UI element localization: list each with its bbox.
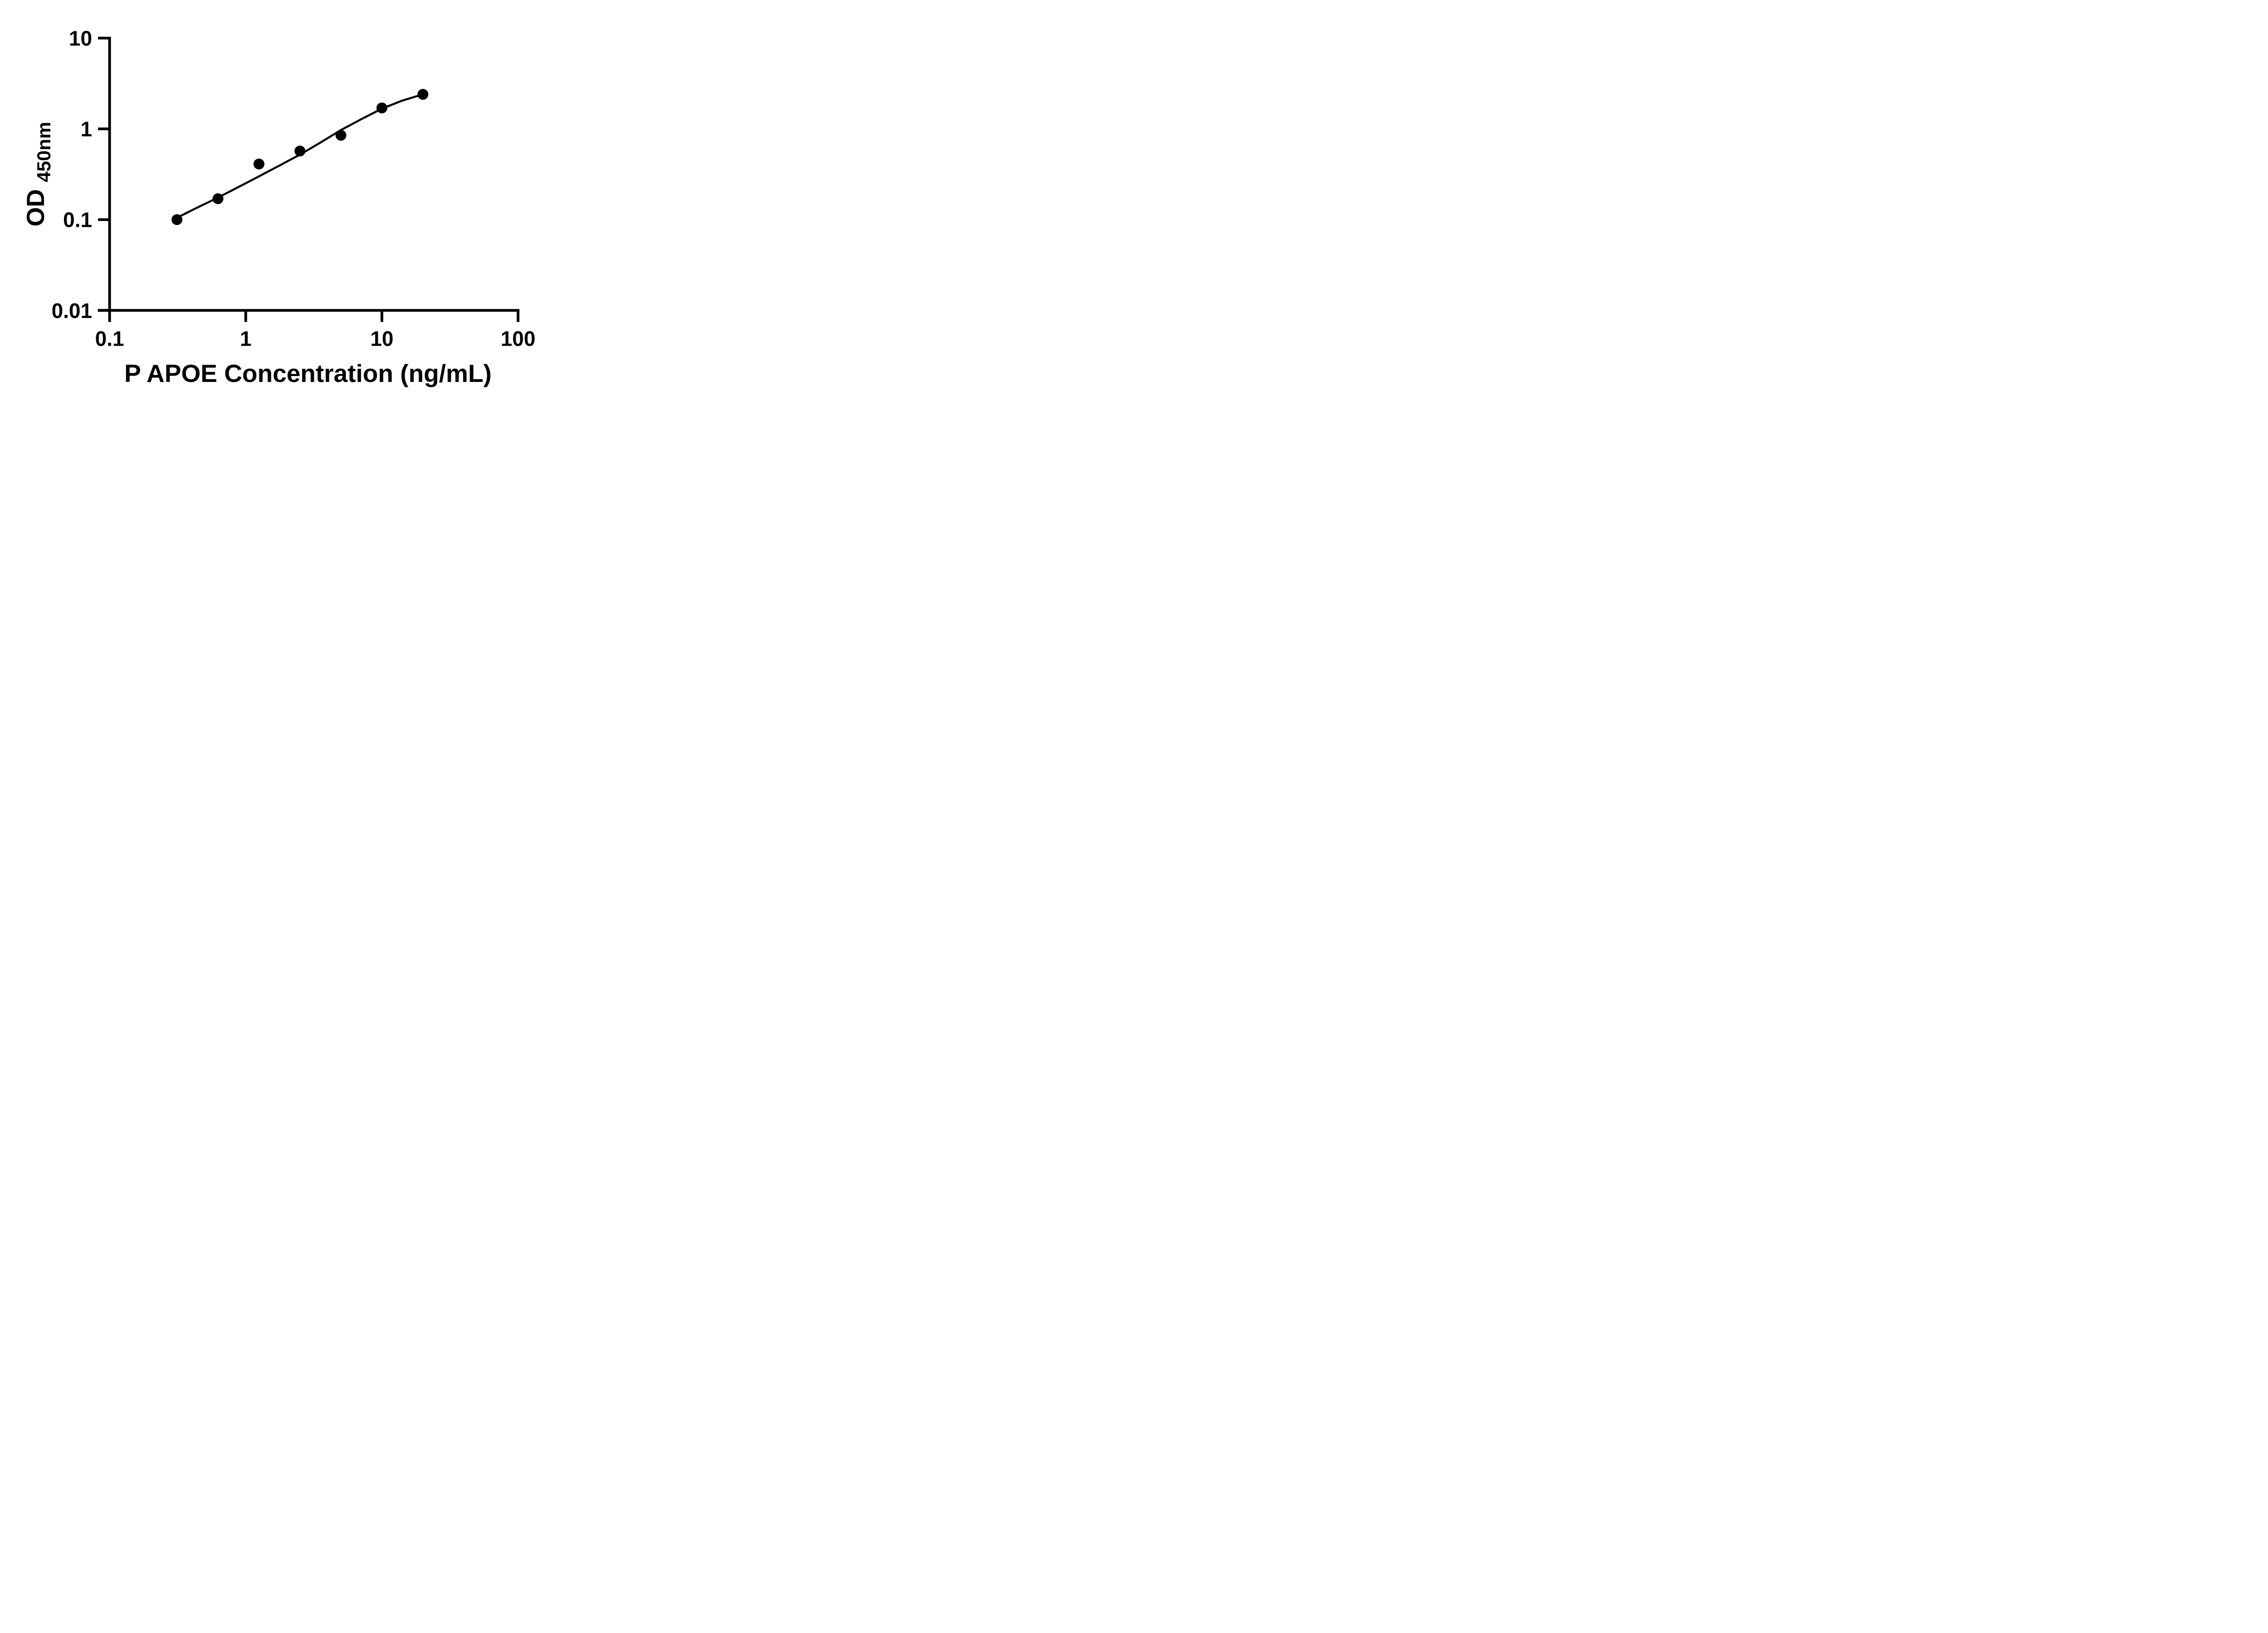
y-tick-label: 0.1 xyxy=(63,208,92,232)
x-tick-label: 1 xyxy=(240,327,252,350)
axes xyxy=(98,37,520,322)
y-tick-label: 1 xyxy=(81,117,93,141)
data-point xyxy=(212,193,224,205)
data-point xyxy=(294,145,306,156)
data-point xyxy=(376,103,387,113)
y-axis-title-main: OD xyxy=(21,189,49,227)
x-tick-label: 0.1 xyxy=(95,327,124,350)
elisa-standard-curve-figure: 0.1 1 10 100 10 1 0.1 0.01 P APOE Concentration… xyxy=(0,0,581,408)
y-tick-label: 0.01 xyxy=(52,299,93,323)
data-series xyxy=(171,89,429,225)
data-point xyxy=(335,130,347,141)
x-axis-title: P APOE Concentration (ng/mL) xyxy=(124,359,492,387)
data-point xyxy=(253,158,264,170)
x-tick-label: 10 xyxy=(370,327,393,350)
y-axis-title: OD 450nm xyxy=(21,122,54,227)
y-axis-title-subscript: 450nm xyxy=(33,122,54,182)
x-tick-label: 100 xyxy=(501,327,536,350)
y-tick-label: 10 xyxy=(69,27,92,50)
data-point xyxy=(171,214,183,225)
data-point xyxy=(417,89,429,100)
